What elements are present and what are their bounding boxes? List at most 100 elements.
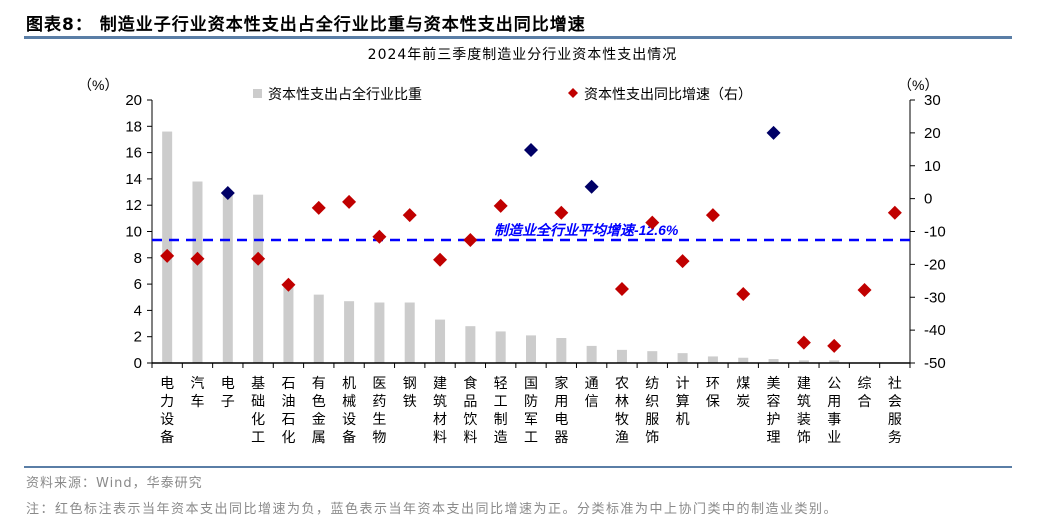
growth-marker-negative <box>887 205 902 220</box>
growth-marker-negative <box>402 208 417 223</box>
left-axis-tick-label: 20 <box>125 92 142 109</box>
x-axis-category-label: 备 <box>342 429 356 445</box>
growth-marker-negative <box>342 194 357 209</box>
right-axis-tick-label: -10 <box>924 224 946 241</box>
growth-marker-negative <box>251 251 266 266</box>
title-rule <box>24 36 1012 39</box>
x-axis-category-label: 装 <box>797 411 811 427</box>
x-axis-category-label: 料 <box>463 429 477 445</box>
x-axis-category-label: 工 <box>524 429 538 445</box>
x-axis-category-label: 家 <box>554 375 568 391</box>
legend-bar-label: 资本性支出占全行业比重 <box>268 86 422 102</box>
growth-marker-positive <box>220 186 235 201</box>
bar <box>707 356 718 363</box>
x-axis-category-label: 炭 <box>736 393 750 409</box>
x-axis-category-label: 建 <box>797 375 811 391</box>
right-axis-tick-label: -20 <box>924 256 946 273</box>
x-axis-category-label: 工 <box>251 429 265 445</box>
x-axis-category-label: 国 <box>524 375 538 391</box>
figure-title: 图表8： 制造业子行业资本性支出占全行业比重与资本性支出同比增速 <box>26 15 586 35</box>
bar <box>283 285 294 363</box>
growth-marker-positive <box>524 142 538 157</box>
x-axis-category-label: 渔 <box>615 429 629 445</box>
x-axis-category-label: 煤 <box>736 375 750 391</box>
x-axis-category-label: 用 <box>554 393 568 409</box>
x-axis-category-label: 属 <box>312 429 326 445</box>
x-axis-category-label: 色 <box>312 393 326 409</box>
x-axis-category-label: 计 <box>676 375 690 391</box>
bar <box>192 181 203 363</box>
growth-marker-negative <box>645 215 660 230</box>
bar <box>829 360 840 363</box>
bar <box>647 351 658 363</box>
growth-marker-negative <box>281 277 296 292</box>
footer-rule <box>24 466 1012 468</box>
x-axis-category-label: 筑 <box>433 393 447 409</box>
left-axis-tick-label: 18 <box>125 118 142 135</box>
bar <box>495 331 506 363</box>
left-axis-tick-label: 2 <box>134 329 142 346</box>
x-axis-category-label: 服 <box>888 411 902 427</box>
x-axis-category-label: 备 <box>160 429 174 445</box>
x-axis-category-label: 础 <box>251 393 265 409</box>
right-axis-tick-label: 30 <box>924 92 941 109</box>
growth-marker-negative <box>614 282 629 297</box>
x-axis-category-label: 社 <box>888 375 902 391</box>
legend-diamond-swatch <box>568 88 578 98</box>
bar <box>435 319 446 363</box>
note-text: 注：红色标注表示当年资本支出同比增速为负，蓝色表示当年资本支出同比增速为正。分类… <box>26 502 839 517</box>
x-axis-category-label: 械 <box>342 393 356 409</box>
x-axis-category-label: 合 <box>858 393 872 409</box>
bar <box>253 194 264 363</box>
bar <box>616 349 627 363</box>
growth-marker-positive <box>766 125 781 140</box>
left-axis-tick-label: 8 <box>134 250 142 267</box>
x-axis-category-label: 设 <box>342 411 356 427</box>
x-axis-category-label: 子 <box>221 393 235 409</box>
bar <box>556 338 567 363</box>
x-axis-category-label: 材 <box>433 411 447 427</box>
x-axis-category-label: 汽 <box>190 375 204 391</box>
x-axis-category-label: 筑 <box>797 393 811 409</box>
x-axis-category-label: 油 <box>281 393 295 409</box>
x-axis-category-label: 轻 <box>494 375 508 391</box>
x-axis-category-label: 电 <box>160 375 174 391</box>
growth-marker-negative <box>190 251 205 266</box>
x-axis-category-label: 算 <box>676 393 690 409</box>
x-axis-category-label: 石 <box>281 375 295 391</box>
x-axis-category-label: 器 <box>554 429 568 445</box>
x-axis-category-label: 饰 <box>797 429 811 445</box>
x-axis-category-label: 护 <box>767 411 781 427</box>
x-axis-category-label: 织 <box>645 393 659 409</box>
x-axis-category-label: 钢 <box>403 375 417 391</box>
bar <box>465 326 476 363</box>
x-axis-category-label: 设 <box>160 411 174 427</box>
x-axis-category-label: 理 <box>767 429 781 445</box>
left-axis-tick-label: 16 <box>125 145 142 162</box>
growth-marker-negative <box>705 208 720 223</box>
bar <box>162 131 173 363</box>
x-axis-category-label: 车 <box>190 393 204 409</box>
x-axis-category-label: 防 <box>524 393 538 409</box>
x-axis-category-label: 建 <box>433 375 447 391</box>
x-axis-category-label: 环 <box>706 375 720 391</box>
source-text: 资料来源：Wind，华泰研究 <box>26 476 203 491</box>
right-axis-tick-label: -30 <box>924 289 946 306</box>
x-axis-category-label: 电 <box>554 411 568 427</box>
x-axis-category-label: 综 <box>858 375 872 391</box>
legend-diamond-label: 资本性支出同比增速（右） <box>584 86 752 102</box>
x-axis-category-label: 基 <box>251 375 265 391</box>
bar <box>586 345 597 363</box>
left-axis-tick-label: 12 <box>125 197 142 214</box>
left-axis-unit: （%） <box>78 77 118 93</box>
right-axis-tick-label: -50 <box>924 355 946 372</box>
bar <box>526 335 536 363</box>
growth-marker-negative <box>433 252 448 267</box>
growth-marker-negative <box>372 229 387 244</box>
x-axis-category-label: 纺 <box>645 375 659 391</box>
right-axis-tick-label: 20 <box>924 125 941 142</box>
x-axis-category-label: 保 <box>706 393 720 409</box>
bar <box>677 353 688 363</box>
x-axis-category-label: 工 <box>494 393 508 409</box>
growth-marker-positive <box>584 179 599 194</box>
